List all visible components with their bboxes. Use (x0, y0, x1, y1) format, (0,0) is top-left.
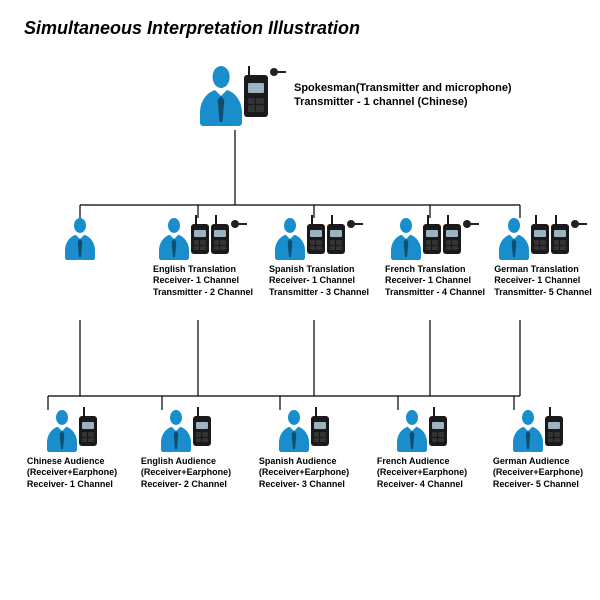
person-icon (159, 218, 189, 260)
audience-english: English Audience (Receiver+Earphone) Rec… (134, 410, 238, 490)
translator-label: English Translation Receiver- 1 Channel … (153, 264, 253, 298)
audience-label: French Audience (Receiver+Earphone) Rece… (377, 456, 467, 490)
spokesman-label: Spokesman(Transmitter and microphone) Tr… (294, 82, 512, 110)
audience-figure (513, 410, 563, 452)
spokesman-node: Spokesman(Transmitter and microphone) Tr… (200, 66, 512, 126)
diagram-title: Simultaneous Interpretation Illustration (24, 18, 360, 39)
audience-french: French Audience (Receiver+Earphone) Rece… (370, 410, 474, 490)
translator-french: French Translation Receiver- 1 Channel T… (382, 218, 488, 298)
translator-figure (275, 218, 363, 260)
translator-spanish: Spanish Translation Receiver- 1 Channel … (266, 218, 372, 298)
translator-figure (65, 218, 95, 260)
audience-figure (47, 410, 97, 452)
receiver-device-icon (429, 416, 447, 446)
translator-label: French Translation Receiver- 1 Channel T… (385, 264, 485, 298)
translator-figure (499, 218, 587, 260)
translator-label: Spanish Translation Receiver- 1 Channel … (269, 264, 369, 298)
person-icon (47, 410, 77, 452)
receiver-device-icon (191, 224, 209, 254)
transmitter-device-icon (211, 224, 229, 254)
transmitter-device-icon (443, 224, 461, 254)
microphone-icon (571, 220, 587, 230)
audience-label: Chinese Audience (Receiver+Earphone) Rec… (27, 456, 117, 490)
person-icon (200, 66, 242, 126)
person-icon (279, 410, 309, 452)
audience-figure (397, 410, 447, 452)
person-icon (275, 218, 305, 260)
person-icon (397, 410, 427, 452)
audience-chinese: Chinese Audience (Receiver+Earphone) Rec… (20, 410, 124, 490)
transmitter-device-icon (244, 75, 268, 117)
audience-figure (279, 410, 329, 452)
receiver-device-icon (307, 224, 325, 254)
microphone-icon (463, 220, 479, 230)
microphone-icon (347, 220, 363, 230)
person-icon (65, 218, 95, 260)
receiver-device-icon (531, 224, 549, 254)
receiver-device-icon (423, 224, 441, 254)
receiver-device-icon (311, 416, 329, 446)
person-icon (161, 410, 191, 452)
translator-figure (391, 218, 479, 260)
audience-figure (161, 410, 211, 452)
microphone-icon (231, 220, 247, 230)
receiver-device-icon (193, 416, 211, 446)
transmitter-device-icon (327, 224, 345, 254)
audience-spanish: Spanish Audience (Receiver+Earphone) Rec… (252, 410, 356, 490)
spokesman-figure (200, 66, 286, 126)
receiver-device-icon (79, 416, 97, 446)
translator-english: English Translation Receiver- 1 Channel … (150, 218, 256, 298)
audience-label: Spanish Audience (Receiver+Earphone) Rec… (259, 456, 349, 490)
person-icon (391, 218, 421, 260)
audience-label: German Audience (Receiver+Earphone) Rece… (493, 456, 583, 490)
person-icon (513, 410, 543, 452)
translator-passthrough (62, 218, 98, 260)
transmitter-device-icon (551, 224, 569, 254)
translator-german: German Translation Receiver- 1 Channel T… (490, 218, 596, 298)
person-icon (499, 218, 529, 260)
audience-label: English Audience (Receiver+Earphone) Rec… (141, 456, 231, 490)
translator-figure (159, 218, 247, 260)
microphone-icon (270, 68, 286, 78)
receiver-device-icon (545, 416, 563, 446)
translator-label: German Translation Receiver- 1 Channel T… (494, 264, 592, 298)
audience-german: German Audience (Receiver+Earphone) Rece… (486, 410, 590, 490)
